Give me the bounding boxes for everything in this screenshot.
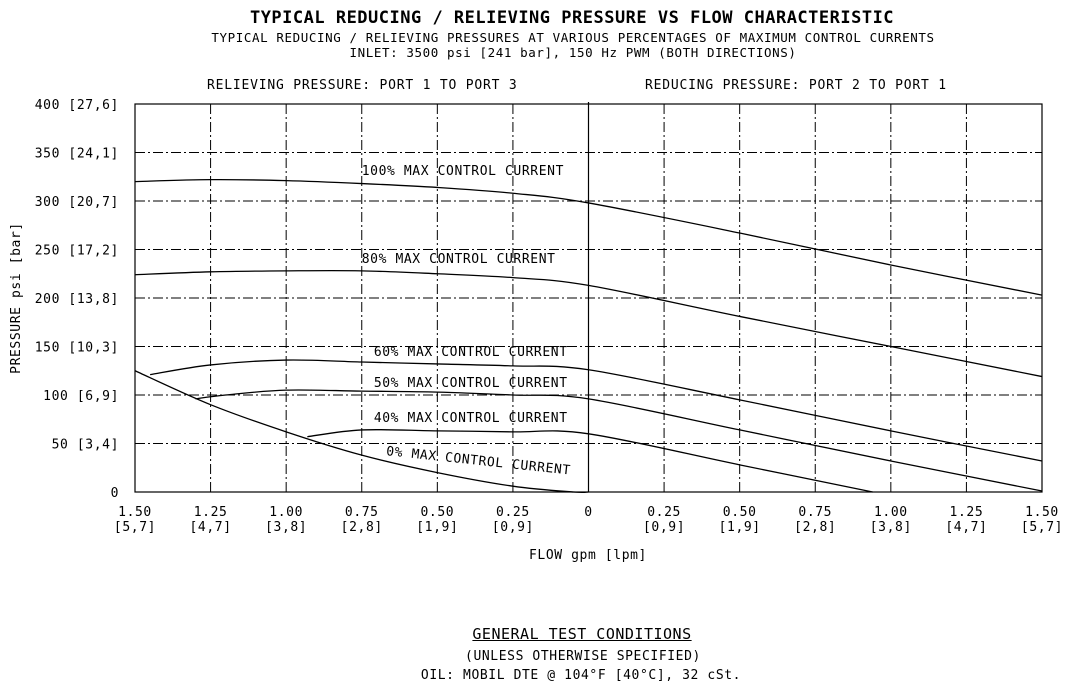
x-tick-sublabel: [2,8] (341, 520, 383, 535)
test-conditions-subtitle: (UNLESS OTHERWISE SPECIFIED) (465, 649, 701, 664)
x-tick-sublabel: [4,7] (945, 520, 987, 535)
series-label-80-percent: 80% MAX CONTROL CURRENT (362, 252, 556, 267)
reducing-region-label: REDUCING PRESSURE: PORT 2 TO PORT 1 (645, 78, 947, 93)
y-tick-label: 100 [6,9] (43, 389, 119, 404)
x-tick-label: 0.75 (345, 505, 379, 520)
series-label-0-percent: 0% MAX CONTROL CURRENT (386, 444, 572, 478)
x-tick-sublabel: [3,8] (870, 520, 912, 535)
x-tick-sublabel: [1,9] (719, 520, 761, 535)
series-line-80-percent (134, 269, 1043, 378)
series-line-40-percent (307, 428, 873, 493)
x-axis-label: FLOW gpm [lpm] (529, 548, 647, 563)
x-tick-sublabel: [1,9] (416, 520, 458, 535)
y-tick-label: 350 [24,1] (35, 147, 119, 162)
x-tick-label: 1.50 (118, 505, 152, 520)
series-line-0-percent (134, 370, 589, 494)
y-tick-label: 0 (111, 486, 119, 501)
series-label-100-percent: 100% MAX CONTROL CURRENT (362, 164, 564, 179)
x-tick-sublabel: [5,7] (114, 520, 156, 535)
tick-labels: 0 50 [3,4] 100 [6,9] 150 [10,3] 200 [13,8] 25… (35, 98, 1063, 535)
x-tick-label: 1.25 (950, 505, 984, 520)
y-tick-label: 300 [20,7] (35, 195, 119, 210)
x-tick-label: 1.25 (194, 505, 228, 520)
x-tick-label: 0.25 (647, 505, 681, 520)
x-tick-label: 0.50 (420, 505, 454, 520)
x-tick-sublabel: [0,9] (492, 520, 534, 535)
x-tick-sublabel: [5,7] (1021, 520, 1063, 535)
chart-title: TYPICAL REDUCING / RELIEVING PRESSURE VS… (249, 8, 895, 28)
series-label-40-percent: 40% MAX CONTROL CURRENT (374, 411, 568, 426)
test-conditions-oil: OIL: MOBIL DTE @ 104°F [40°C], 32 cSt. (420, 668, 742, 683)
x-tick-label: 1.50 (1025, 505, 1059, 520)
series-line-100-percent (134, 178, 1043, 296)
x-tick-sublabel: [4,7] (190, 520, 232, 535)
relieving-region-label: RELIEVING PRESSURE: PORT 1 TO PORT 3 (207, 78, 518, 93)
y-tick-label: 150 [10,3] (35, 341, 119, 356)
chart-subtitle-line1: TYPICAL REDUCING / RELIEVING PRESSURES A… (211, 30, 935, 45)
chart-subtitle-line2: INLET: 3500 psi [241 bar], 150 Hz PWM (B… (349, 45, 797, 60)
series-label-60-percent: 60% MAX CONTROL CURRENT (374, 345, 568, 360)
series-line-50-percent (195, 389, 1043, 492)
series-lines (134, 178, 1043, 494)
x-tick-sublabel: [3,8] (265, 520, 307, 535)
x-tick-label: 1.00 (874, 505, 908, 520)
y-tick-label: 400 [27,6] (35, 98, 119, 113)
x-tick-label: 0 (584, 505, 592, 520)
x-tick-label: 1.00 (269, 505, 303, 520)
x-tick-sublabel: [0,9] (643, 520, 685, 535)
y-tick-label: 200 [13,8] (35, 292, 119, 307)
test-conditions-title: GENERAL TEST CONDITIONS (472, 625, 692, 643)
series-label-50-percent: 50% MAX CONTROL CURRENT (374, 376, 568, 391)
y-tick-label: 50 [3,4] (52, 438, 119, 453)
x-tick-sublabel: [2,8] (794, 520, 836, 535)
x-tick-label: 0.25 (496, 505, 530, 520)
x-tick-label: 0.50 (723, 505, 757, 520)
x-tick-label: 0.75 (798, 505, 832, 520)
series-line-60-percent (150, 359, 1043, 462)
y-axis-label: PRESSURE psi [bar] (9, 222, 24, 374)
y-tick-label: 250 [17,2] (35, 244, 119, 259)
